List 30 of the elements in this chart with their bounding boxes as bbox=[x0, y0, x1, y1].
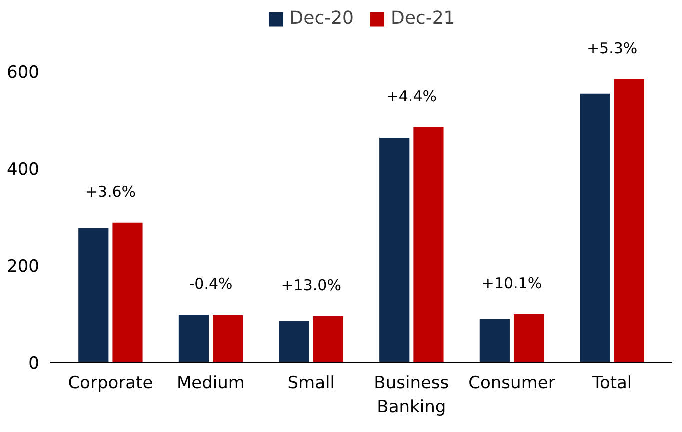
bar bbox=[614, 79, 644, 362]
bar bbox=[178, 314, 210, 362]
bar bbox=[514, 314, 544, 362]
legend-label: Dec-20 bbox=[290, 8, 354, 29]
x-tick-label: Consumer bbox=[468, 374, 556, 394]
y-tick-label: 400 bbox=[7, 160, 40, 180]
bar bbox=[480, 319, 510, 362]
bar bbox=[112, 222, 143, 362]
x-tick-label: Total bbox=[591, 374, 632, 394]
annotation: +3.6% bbox=[85, 182, 136, 201]
y-tick-label: 200 bbox=[7, 257, 40, 278]
bar bbox=[313, 316, 344, 362]
y-tick-label: 600 bbox=[7, 63, 40, 84]
y-tick-label: 0 bbox=[28, 354, 40, 374]
bar bbox=[78, 228, 109, 362]
legend-label: Dec-21 bbox=[391, 8, 456, 29]
bar bbox=[580, 94, 610, 362]
annotation: +4.4% bbox=[386, 87, 438, 106]
bar bbox=[279, 321, 310, 362]
annotation: +5.3% bbox=[586, 39, 638, 58]
x-tick-label: Corporate bbox=[68, 374, 154, 394]
x-tick-label: Small bbox=[288, 374, 335, 394]
annotation: +10.1% bbox=[482, 274, 542, 292]
bar bbox=[380, 138, 410, 362]
annotation: -0.4% bbox=[189, 274, 233, 293]
bar bbox=[414, 127, 444, 362]
annotation: +13.0% bbox=[281, 276, 342, 294]
bar bbox=[213, 315, 244, 362]
x-tick-label: Medium bbox=[177, 374, 246, 394]
x-tick-label: Business Banking bbox=[374, 374, 450, 418]
